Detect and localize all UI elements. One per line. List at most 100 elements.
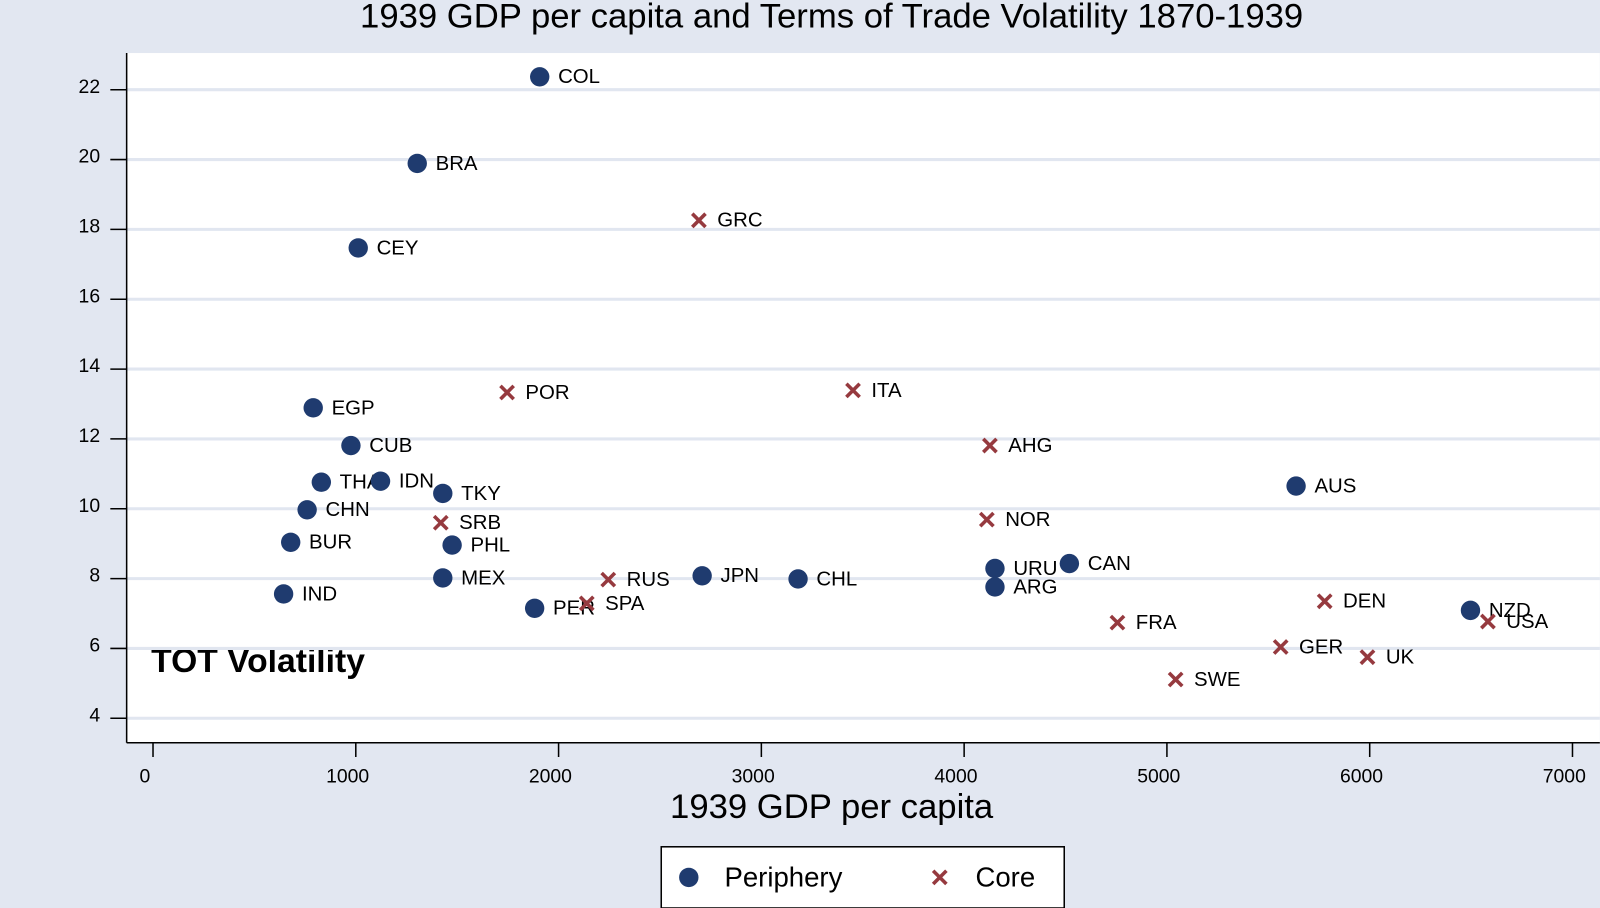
point-label: CEY — [377, 237, 419, 259]
point — [692, 566, 712, 586]
point-label: FRA — [1136, 612, 1177, 634]
point-stroke — [1272, 639, 1289, 655]
point — [530, 67, 550, 87]
point-label: GRC — [717, 210, 762, 232]
x-tick-label: 4000 — [934, 766, 977, 788]
point — [499, 384, 515, 401]
point — [407, 153, 427, 174]
point — [432, 514, 449, 531]
point — [433, 483, 453, 504]
x-tick-label: 2000 — [529, 766, 572, 788]
point — [985, 558, 1005, 579]
point — [985, 577, 1005, 597]
point — [788, 569, 808, 589]
point — [978, 511, 995, 528]
point — [1109, 614, 1126, 631]
legend-label: Periphery — [725, 862, 843, 893]
point — [1316, 593, 1333, 610]
point — [931, 869, 948, 886]
point — [303, 398, 323, 418]
point-stroke — [981, 437, 998, 454]
point-stroke — [931, 869, 948, 886]
point-label: JPN — [721, 565, 760, 587]
point-stroke — [432, 514, 449, 531]
point-stroke — [600, 571, 617, 588]
point — [845, 382, 861, 399]
point-label: CUB — [369, 435, 412, 457]
point-stroke — [1480, 613, 1496, 630]
point-label: IND — [302, 583, 337, 605]
point-label: GER — [1299, 636, 1343, 658]
point-label: CHL — [816, 568, 857, 590]
point — [281, 532, 301, 552]
point-label: ITA — [871, 380, 902, 402]
point-label: SWE — [1194, 669, 1240, 691]
y-tick-label: 16 — [79, 285, 101, 307]
point-label: IDN — [399, 471, 434, 493]
point — [1359, 649, 1376, 666]
legend-label: Core — [975, 862, 1035, 893]
point-stroke — [691, 212, 707, 229]
point-label: NOR — [1005, 509, 1050, 531]
point — [1460, 600, 1481, 621]
point-label: NZD — [1489, 600, 1531, 622]
point-label: USA — [1506, 611, 1548, 633]
point-stroke — [1316, 593, 1333, 610]
point-label: AHG — [1008, 435, 1052, 457]
point-stroke — [1109, 614, 1126, 631]
y-tick-label: 14 — [79, 355, 101, 377]
plot-area — [126, 53, 1600, 743]
x-tick-label: 5000 — [1137, 766, 1180, 788]
point-label: RUS — [627, 569, 670, 591]
chart-title: 1939 GDP per capita and Terms of Trade V… — [360, 0, 1303, 36]
point-label: PHL — [470, 534, 510, 556]
point — [981, 437, 998, 454]
point — [311, 472, 332, 492]
point-stroke — [845, 382, 861, 399]
point — [297, 500, 317, 520]
point — [600, 571, 617, 588]
point — [1167, 671, 1184, 688]
point — [578, 595, 595, 612]
point-stroke — [978, 511, 995, 528]
point-label: CHN — [325, 499, 369, 521]
point-label: SPA — [605, 593, 645, 615]
point — [348, 238, 368, 258]
x-tick-label: 1000 — [326, 766, 369, 788]
point — [1059, 553, 1080, 574]
point — [442, 535, 462, 555]
point-label: THA — [340, 472, 381, 494]
point — [341, 435, 361, 456]
point-stroke — [578, 595, 595, 612]
point-label: UK — [1386, 647, 1415, 669]
x-tick-label: 0 — [139, 766, 150, 788]
x-tick-label: 7000 — [1543, 766, 1586, 788]
point — [273, 584, 294, 604]
point-label: SRB — [459, 512, 501, 534]
y-tick-label: 12 — [79, 425, 101, 447]
y-tick-label: 6 — [89, 635, 100, 657]
point-label: POR — [525, 382, 569, 404]
y-tick-label: 18 — [79, 215, 101, 237]
x-tick-label: 3000 — [732, 766, 775, 788]
point — [524, 598, 545, 618]
point — [691, 212, 707, 229]
point — [1286, 476, 1306, 496]
point-label: BUR — [309, 532, 352, 554]
y-tick-label: 22 — [79, 76, 101, 98]
point — [433, 568, 453, 588]
point-label: BRA — [436, 153, 478, 175]
legend — [660, 846, 1066, 908]
point-label: ARG — [1013, 576, 1057, 598]
point — [370, 471, 391, 491]
y-tick-label: 10 — [79, 495, 101, 517]
y-tick-label: 20 — [79, 146, 101, 168]
point-label: EGP — [332, 397, 375, 419]
point-stroke — [1167, 671, 1184, 688]
point-label: URU — [1013, 558, 1057, 580]
point-stroke — [1359, 649, 1376, 666]
point — [679, 867, 699, 888]
x-tick-label: 6000 — [1340, 766, 1383, 788]
point — [1272, 639, 1289, 655]
